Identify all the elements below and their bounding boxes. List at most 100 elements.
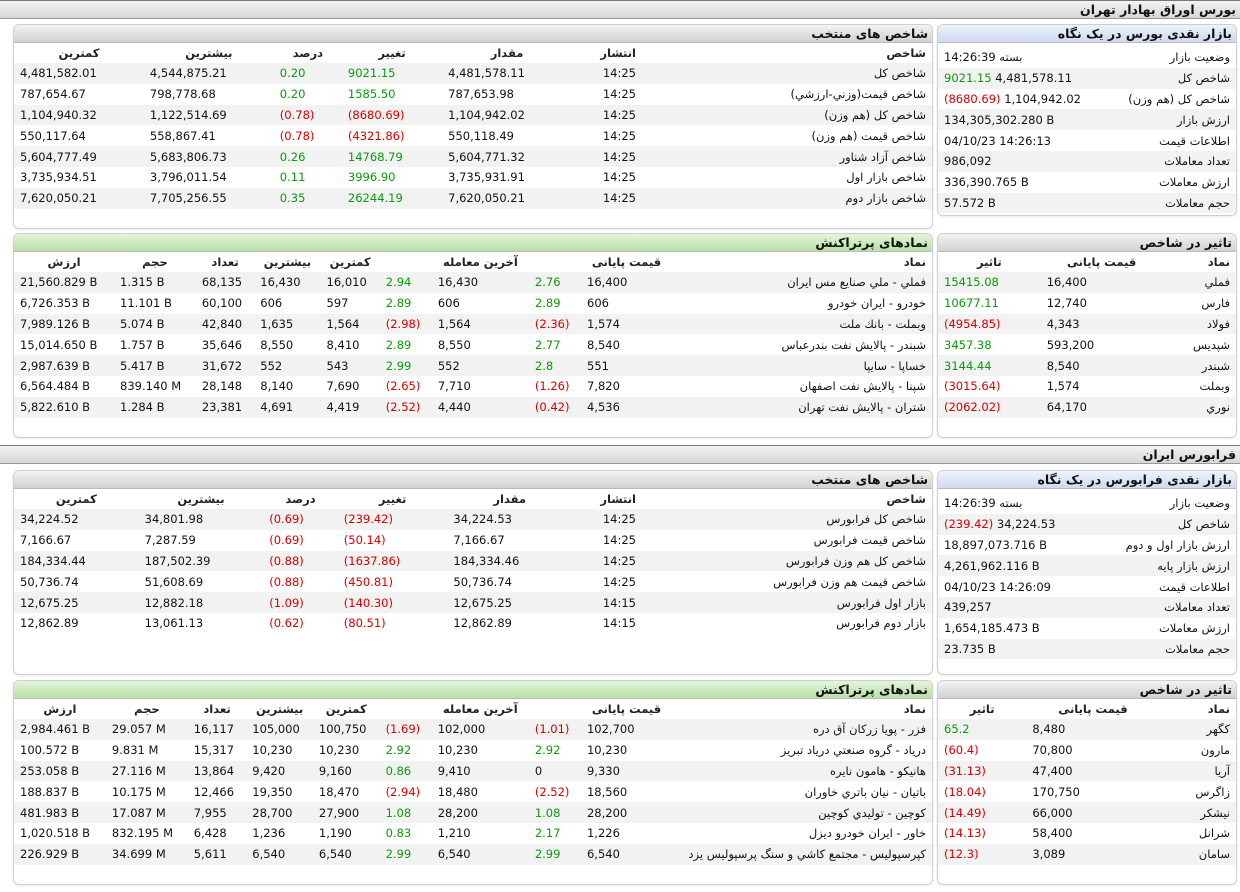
- glance-label: شاخص کل: [1110, 513, 1236, 535]
- impact-row[interactable]: شبندر 8,540 3144.44: [938, 355, 1236, 376]
- index-value: 34,224.53: [447, 509, 572, 530]
- index-row[interactable]: شاخص قیمت هم وزن فرابورس 14:25 50,736.74 (4…: [14, 571, 932, 592]
- impact-row[interactable]: کگهر 8,480 65.2: [938, 719, 1236, 740]
- fara-impact-table: نماد قیمت پایانی تاثیر کگهر 8,480 65.2 مارون 70…: [938, 699, 1236, 865]
- close-price: 4,536: [581, 396, 672, 418]
- glance-value: 4,261,962.116 B: [944, 558, 1040, 573]
- impact-symbol: شپديس: [1192, 337, 1230, 352]
- glance-value: 336,390.765 B: [944, 175, 1029, 190]
- active-symbol-row[interactable]: درياد - گروه صنعتي درياد تبريز 10,230 2.92…: [14, 740, 932, 761]
- last-change: 2.99: [379, 843, 432, 865]
- trade-value: 15,014.650 B: [20, 337, 98, 352]
- active-symbol-row[interactable]: هانيكو - هامون نايره 9,330 0 9,410 0.86 9,160…: [14, 760, 932, 782]
- active-symbol-row[interactable]: شتران - پالايش نفت تهران 4,536 (0.42) 4,440…: [14, 396, 932, 418]
- low-price: 16,010: [320, 272, 380, 293]
- close-price: 8,540: [587, 337, 620, 352]
- trade-volume: 832.195 M: [111, 826, 174, 841]
- index-row[interactable]: شاخص کل هم وزن فرابورس 14:25 184,334.46 (16…: [14, 550, 932, 572]
- column-header: حجم: [142, 255, 168, 269]
- active-symbol-row[interactable]: كپرسپوليس - مجتمع كاشي و سنگ پرسپوليس يز…: [14, 843, 932, 865]
- close-price: 28,200: [580, 802, 672, 823]
- column-header: نماد: [1207, 255, 1230, 269]
- impact-row[interactable]: شپديس 593,200 3457.38: [938, 334, 1236, 355]
- glance-value-cell: (239.42) 34,224.53: [938, 513, 1111, 535]
- impact-row[interactable]: آریا 47,400 (31.13): [938, 760, 1236, 782]
- index-row[interactable]: شاخص بازار اول 14:25 3,735,931.91 3996.90 0.…: [14, 167, 932, 188]
- index-time: 14:25: [572, 187, 642, 209]
- index-row[interactable]: شاخص آزاد شناور 14:25 5,604,771.32 14768.79…: [14, 146, 932, 167]
- trade-count: 60,100: [201, 296, 243, 311]
- close-change: 2.76: [528, 272, 582, 293]
- high-price: 19,350: [252, 784, 293, 799]
- last-change: 0.86: [379, 760, 432, 782]
- index-row[interactable]: بازار اول فرابورس 14:15 12,675.25 (140.30)(…: [14, 592, 932, 613]
- column-header: مقدار: [493, 492, 527, 506]
- active-symbol-row[interactable]: فزر - پويا زركان آق دره 102,700 (1.01) 102,…: [14, 719, 932, 740]
- column-header: بیشترین: [185, 46, 233, 60]
- index-row[interactable]: شاخص قیمت(وزني-ارزشي) 14:25 787,653.98 1585…: [14, 84, 932, 105]
- active-symbol-row[interactable]: خساپا - سايپا 551 2.8 552 2.99 543 552 31,672 5.…: [14, 355, 932, 376]
- index-row[interactable]: بازار دوم فرابورس 14:15 12,862.89 (80.51) (0…: [14, 613, 932, 634]
- active-symbol-row[interactable]: باتيان - نيان باتري خاوران 18,560 (2.52) 18…: [14, 781, 932, 802]
- index-low: 12,862.89: [20, 616, 79, 631]
- column-header: آخرین معامله: [442, 702, 518, 716]
- active-symbol-row[interactable]: وبملت - بانك ملت 1,574 (2.36) 1,564 (2.98) 1,…: [14, 313, 932, 335]
- index-row[interactable]: شاخص کل فرابورس 14:25 34,224.53 (239.42) (0.…: [14, 509, 932, 530]
- impact-price: 8,480: [1026, 719, 1160, 740]
- index-row[interactable]: شاخص قیمت فرابورس 14:25 7,166.67 (50.14) (0.…: [14, 530, 932, 551]
- impact-row[interactable]: سامان 3,089 (12.3): [938, 843, 1236, 865]
- glance-value: 439,257: [944, 600, 992, 615]
- index-time: 14:25: [572, 104, 642, 126]
- index-high: 798,778.68: [149, 87, 216, 102]
- tehran-impact-table: نماد قیمت پایانی تاثیر فملي 16,400 15415.08 فا…: [938, 252, 1236, 418]
- index-row[interactable]: شاخص کل 14:25 4,481,578.11 9021.15 0.20 4,544…: [14, 63, 932, 84]
- close-price: 7,820: [587, 379, 620, 394]
- impact-row[interactable]: فولاد 4,343 (4954.85): [938, 313, 1236, 335]
- trade-count: 13,864: [187, 760, 247, 782]
- high-price: 4,691: [254, 396, 321, 418]
- active-symbol-row[interactable]: كوچين - توليدي كوچين 28,200 1.08 28,200 1.08…: [14, 802, 932, 823]
- index-name: شاخص قیمت هم وزن فرابورس: [773, 574, 926, 589]
- active-symbol-row[interactable]: فملي - ملي صنايع مس ايران 16,400 2.76 16,43…: [14, 272, 932, 293]
- active-symbol-row[interactable]: شپنا - پالايش نفت اصفهان 7,820 (1.26) 7,710…: [14, 376, 932, 397]
- index-time: 14:25: [602, 87, 636, 102]
- glance-value: 04/10/23 14:26:13: [944, 133, 1051, 148]
- fara-active-table: نماد قیمت پایانی آخرین معامله کمترین بیشترین…: [14, 699, 932, 865]
- column-header: قیمت پایانی: [1058, 702, 1128, 716]
- index-row[interactable]: شاخص بازار دوم 14:25 7,620,050.21 26244.19 0…: [14, 187, 932, 209]
- close-change: 2.8: [528, 355, 582, 376]
- trade-value: 1,020.518 B: [20, 826, 91, 841]
- impact-row[interactable]: وبملت 1,574 (3015.64): [938, 376, 1236, 397]
- close-price: 6,540: [580, 843, 672, 865]
- impact-row[interactable]: نیشکر 66,000 (14.49): [938, 802, 1236, 823]
- tehran-impact-title: تاثیر در شاخص: [938, 234, 1236, 252]
- active-symbol-row[interactable]: خودرو - ايران خودرو 606 2.89 606 2.89 597 606 6…: [14, 293, 932, 314]
- impact-row[interactable]: فارس 12,740 10677.11: [938, 293, 1236, 314]
- column-header: بیشترین: [263, 255, 312, 269]
- glance-value-cell: بسته 14:26:39: [938, 493, 1111, 514]
- trade-volume: 1.757 B: [120, 337, 165, 352]
- glance-row: اطلاعات قیمت 04/10/23 14:26:13: [938, 130, 1236, 151]
- column-header: انتشار: [600, 46, 636, 60]
- impact-row[interactable]: زاگرس 170,750 (18.04): [938, 781, 1236, 802]
- fara-indices-table: شاخص انتشار مقدار تغییر درصد بیشترین کمترین شاخ…: [14, 489, 932, 634]
- active-symbol-row[interactable]: خاور - ايران خودرو ديزل 1,226 2.17 1,210 0.8…: [14, 823, 932, 844]
- low-price: 543: [320, 355, 380, 376]
- low-price: 597: [326, 296, 349, 311]
- index-time: 14:25: [602, 170, 636, 185]
- index-row[interactable]: شاخص قیمت (هم وزن) 14:25 550,118.49 (4321.8…: [14, 125, 932, 146]
- trade-value: 253.058 B: [14, 760, 106, 782]
- index-row[interactable]: شاخص کل (هم وزن) 14:25 1,104,942.02 (8680.6…: [14, 104, 932, 126]
- impact-row[interactable]: شرانل 58,400 (14.13): [938, 823, 1236, 844]
- impact-row[interactable]: نوري 64,170 (2062.02): [938, 396, 1236, 418]
- impact-row[interactable]: فملي 16,400 15415.08: [938, 272, 1236, 293]
- low-price: 7,690: [326, 379, 360, 394]
- last-price: 28,200: [431, 802, 529, 823]
- active-symbol-row[interactable]: شبندر - پالايش نفت بندرعباس 8,540 2.77 8,55…: [14, 334, 932, 355]
- close-change: (2.52): [534, 784, 570, 799]
- trade-value: 188.837 B: [20, 784, 80, 799]
- index-name: شاخص کل فرابورس: [642, 509, 932, 530]
- index-low: 1,104,940.32: [14, 104, 144, 126]
- impact-row[interactable]: مارون 70,800 (60.4): [938, 740, 1236, 761]
- last-change: (2.98): [379, 313, 432, 335]
